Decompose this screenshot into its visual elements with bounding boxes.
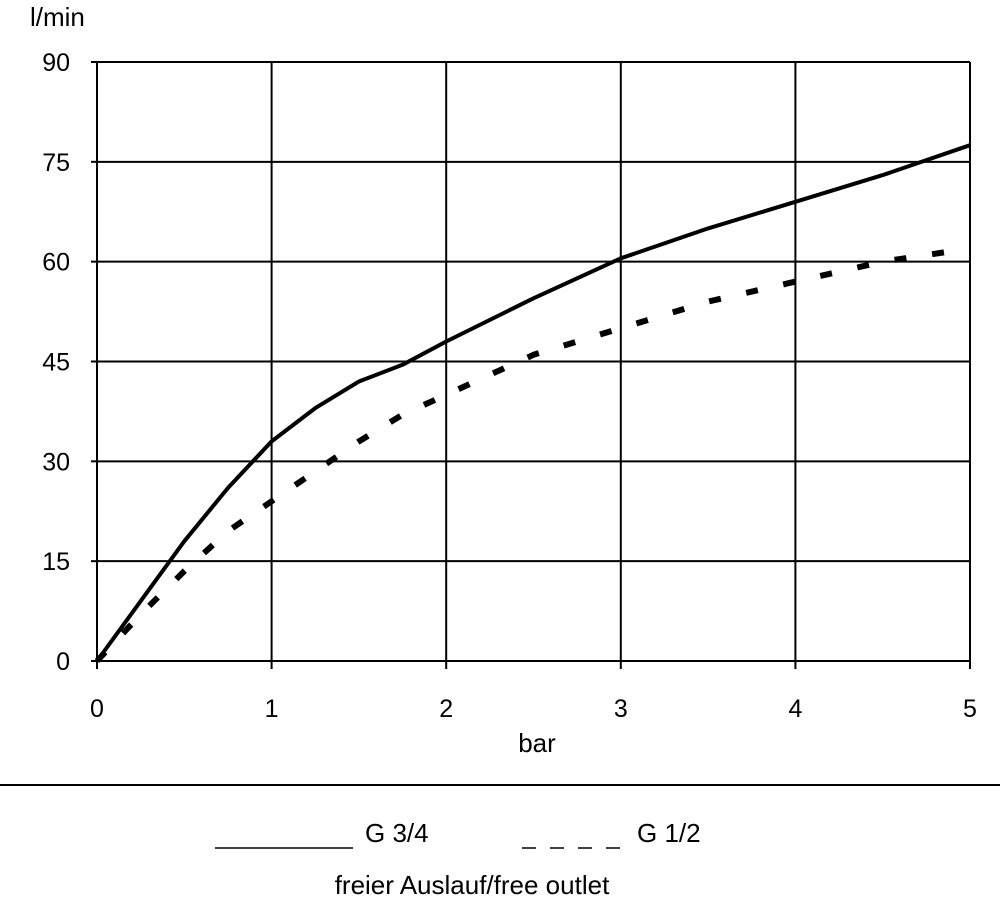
legend-label-g12: G 1/2	[637, 818, 701, 848]
y-tick-label: 75	[42, 149, 70, 177]
series-line-g12	[94, 245, 971, 664]
y-tick-label: 90	[42, 49, 70, 77]
y-tick-label: 15	[42, 548, 70, 576]
legend-caption: freier Auslauf/free outlet	[335, 870, 610, 900]
grid	[97, 61, 971, 661]
x-axis-title: bar	[518, 728, 556, 758]
series-lines	[94, 143, 971, 664]
y-tick-label: 0	[56, 648, 70, 676]
x-tick-label: 5	[963, 695, 977, 723]
x-tick-label: 4	[788, 695, 802, 723]
series-line-g34	[95, 143, 971, 663]
y-axis-title: l/min	[30, 2, 85, 32]
y-tick-label: 30	[42, 448, 70, 476]
x-tick-label: 3	[614, 695, 628, 723]
legend: G 3/4 G 1/2 freier Auslauf/free outlet	[215, 818, 701, 900]
y-tick-label: 60	[42, 249, 70, 277]
x-tick-label: 1	[265, 695, 279, 723]
x-tick-label: 2	[439, 695, 453, 723]
x-tick-label: 0	[90, 695, 104, 723]
legend-label-g34: G 3/4	[365, 818, 429, 848]
y-tick-label: 45	[42, 349, 70, 377]
axes	[91, 61, 971, 669]
